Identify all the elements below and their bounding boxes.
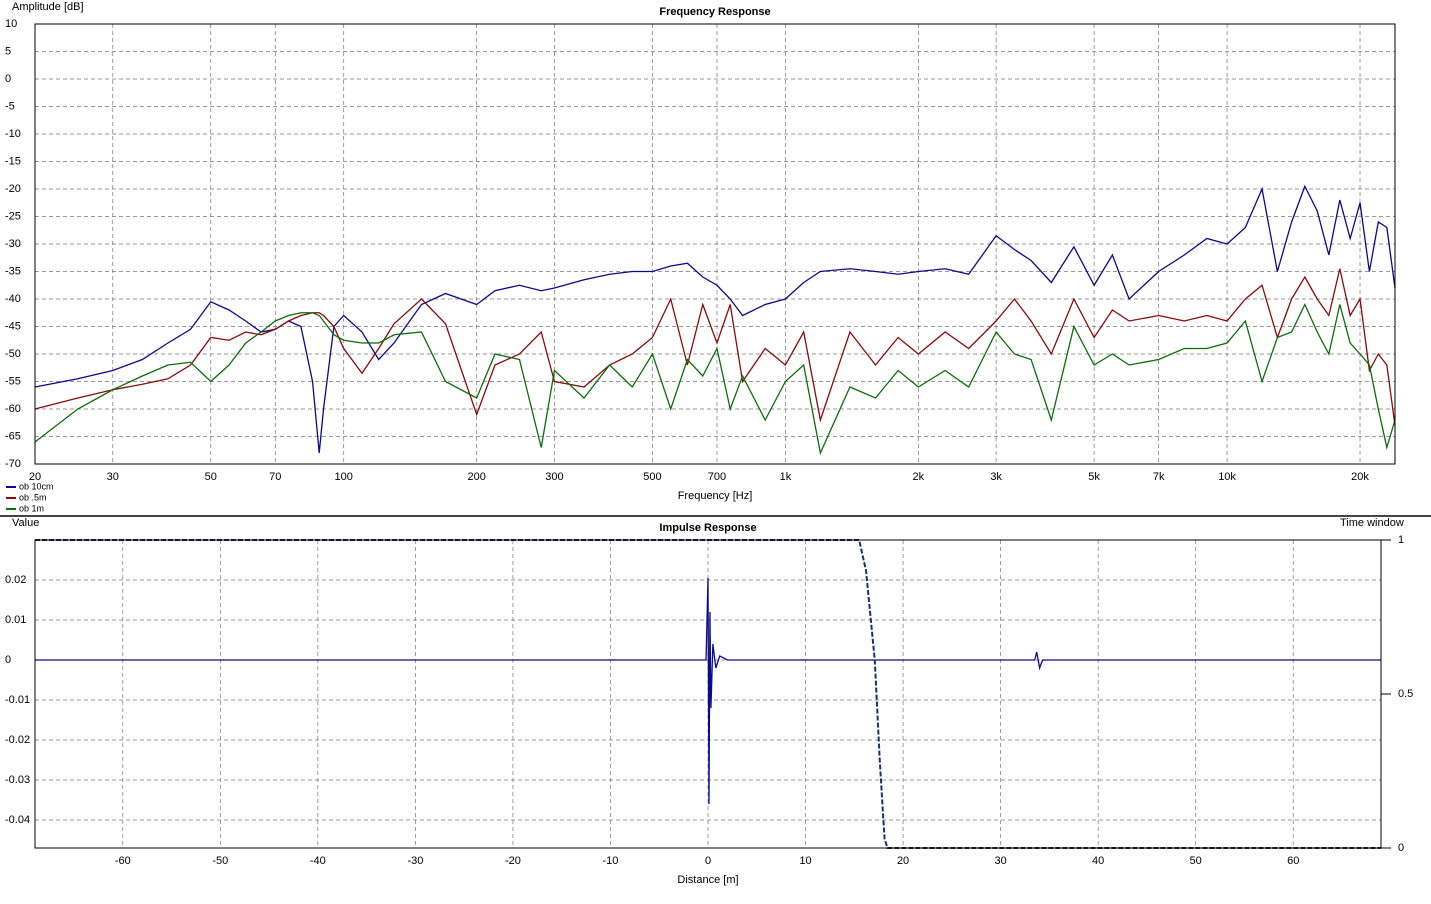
- x-tick-label: 20: [897, 855, 909, 867]
- x-tick-label: 10: [799, 855, 811, 867]
- x-axis-label: Frequency [Hz]: [678, 490, 753, 502]
- x-tick-label: 50: [205, 471, 217, 483]
- x-tick-label: 70: [269, 471, 281, 483]
- y-axis-label: Amplitude [dB]: [12, 1, 84, 13]
- y-tick-label: -40: [5, 293, 21, 305]
- x-tick-label: -10: [603, 855, 619, 867]
- x-tick-label: -20: [505, 855, 521, 867]
- x-tick-label: 300: [545, 471, 563, 483]
- x-tick-label: 50: [1190, 855, 1202, 867]
- y-tick-label: -10: [5, 128, 21, 140]
- x-tick-label: 3k: [990, 471, 1002, 483]
- x-tick-label: 30: [107, 471, 119, 483]
- y-tick-label: -50: [5, 348, 21, 360]
- y-tick-label: -35: [5, 265, 21, 277]
- x-tick-label: 700: [708, 471, 726, 483]
- x-tick-label: -40: [310, 855, 326, 867]
- x-tick-label: 5k: [1088, 471, 1100, 483]
- chart-title: Frequency Response: [659, 6, 770, 18]
- y-tick-label: -20: [5, 183, 21, 195]
- legend-label: ob 1m: [19, 503, 44, 513]
- x-tick-label: -50: [212, 855, 228, 867]
- y-tick-label: -0.02: [5, 734, 30, 746]
- x-tick-label: 7k: [1153, 471, 1165, 483]
- plot-frame: [34, 23, 1396, 465]
- x-tick-label: -30: [407, 855, 423, 867]
- y-tick-label: -45: [5, 320, 21, 332]
- x-tick-label: 20k: [1351, 471, 1369, 483]
- y-tick-label: -30: [5, 238, 21, 250]
- plot-frame: [34, 539, 1382, 849]
- x-tick-label: 20: [29, 471, 41, 483]
- y-tick-label: -55: [5, 375, 21, 387]
- y-tick-label: -70: [5, 458, 21, 470]
- x-axis-label: Distance [m]: [677, 874, 738, 886]
- y-axis-label: Value: [12, 517, 39, 529]
- y-tick-label: -60: [5, 403, 21, 415]
- y-tick-label: 0.02: [5, 574, 26, 586]
- y2-axis-label: Time window: [1340, 517, 1404, 529]
- y-tick-label: 10: [5, 18, 17, 30]
- series-line: [35, 577, 1381, 805]
- y2-tick-label: 0.5: [1398, 688, 1413, 700]
- y-tick-label: -15: [5, 155, 21, 167]
- x-tick-label: 60: [1287, 855, 1299, 867]
- y2-tick-label: 1: [1398, 534, 1404, 546]
- series-line: [34, 302, 1396, 456]
- y-tick-label: -0.03: [5, 774, 30, 786]
- x-tick-label: 200: [467, 471, 485, 483]
- chart-title: Impulse Response: [659, 522, 756, 534]
- y-tick-label: 0: [5, 73, 11, 85]
- y-tick-label: 0: [5, 654, 11, 666]
- x-tick-label: 500: [643, 471, 661, 483]
- x-tick-label: 0: [705, 855, 711, 867]
- x-tick-label: 2k: [913, 471, 925, 483]
- series-line: [34, 268, 1396, 426]
- y-tick-label: 5: [5, 45, 11, 57]
- x-tick-label: 30: [994, 855, 1006, 867]
- x-tick-label: 1k: [780, 471, 792, 483]
- y-tick-label: 0.01: [5, 614, 26, 626]
- x-tick-label: -60: [115, 855, 131, 867]
- legend-label: ob .5m: [19, 492, 47, 502]
- legend-label: ob 10cm: [19, 481, 54, 491]
- y2-tick-label: 0: [1398, 842, 1404, 854]
- series-line: [34, 184, 1396, 454]
- x-tick-label: 40: [1092, 855, 1104, 867]
- y-tick-label: -65: [5, 430, 21, 442]
- x-tick-label: 10k: [1218, 471, 1236, 483]
- y-tick-label: -25: [5, 210, 21, 222]
- series-line: [35, 539, 1381, 849]
- y-tick-label: -0.04: [5, 814, 30, 826]
- y-tick-label: -0.01: [5, 694, 30, 706]
- y-tick-label: -5: [5, 100, 15, 112]
- x-tick-label: 100: [335, 471, 353, 483]
